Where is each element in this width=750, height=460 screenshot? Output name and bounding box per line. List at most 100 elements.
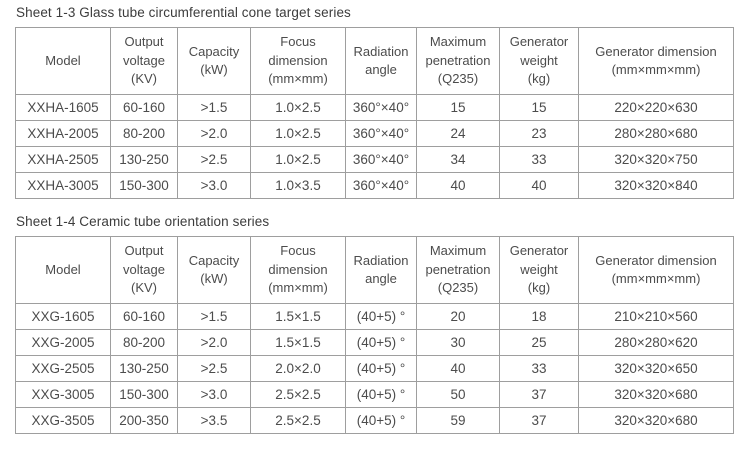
- sheet-1-4-title: Sheet 1-4 Ceramic tube orientation serie…: [16, 214, 270, 229]
- table-row: XXHA-3005 150-300 >3.0 1.0×3.5 360°×40° 40 40 3…: [15, 172, 734, 199]
- column-header: Model: [15, 236, 111, 304]
- column-header: Focus dimension (mm×mm): [250, 236, 346, 304]
- table-cell: >2.5: [177, 146, 251, 173]
- table-cell: 30: [416, 329, 500, 356]
- column-header: Radiation angle: [345, 27, 417, 95]
- table-cell: 130-250: [110, 355, 178, 382]
- table-row: XXHA-2505 130-250 >2.5 1.0×2.5 360°×40° 34 33 3…: [15, 146, 734, 173]
- ceramic-tube-spec-table: Model Output voltage (KV) Capacity (kW) Foc…: [15, 236, 734, 434]
- table-cell: 50: [416, 381, 500, 408]
- glass-tube-section: Sheet 1-3 Glass tube circumferential con…: [15, 5, 735, 199]
- table-cell: 200-350: [110, 407, 178, 434]
- glass-tube-spec-table: Model Output voltage (KV) Capacity (kW) Foc…: [15, 27, 734, 199]
- table-row: XXG-2505 130-250 >2.5 2.0×2.0 (40+5) ° 40 33 32…: [15, 355, 734, 382]
- table-cell: 2.5×2.5: [250, 407, 346, 434]
- table-cell: 150-300: [110, 172, 178, 199]
- table-cell: 1.0×2.5: [250, 94, 346, 121]
- table-cell: 2.0×2.0: [250, 355, 346, 382]
- table-cell: 23: [499, 120, 579, 147]
- table-cell: 33: [499, 146, 579, 173]
- table-cell: XXG-3005: [15, 381, 111, 408]
- table-cell: >1.5: [177, 94, 251, 121]
- table-cell: 280×280×620: [578, 329, 734, 356]
- table-cell: >3.0: [177, 381, 251, 408]
- table-cell: 320×320×650: [578, 355, 734, 382]
- column-header: Model: [15, 27, 111, 95]
- table-cell: 80-200: [110, 120, 178, 147]
- column-header: Capacity (kW): [177, 236, 251, 304]
- column-header: Maximum penetration (Q235): [416, 236, 500, 304]
- table-cell: XXHA-1605: [15, 94, 111, 121]
- table-cell: XXG-2505: [15, 355, 111, 382]
- table-cell: 360°×40°: [345, 146, 417, 173]
- table-row: XXG-1605 60-160 >1.5 1.5×1.5 (40+5) ° 20 18 210…: [15, 303, 734, 330]
- table-cell: 20: [416, 303, 500, 330]
- header-row: Model Output voltage (KV) Capacity (kW) Foc…: [15, 27, 734, 95]
- table-cell: 37: [499, 407, 579, 434]
- table-cell: XXHA-2505: [15, 146, 111, 173]
- table-row: XXG-2005 80-200 >2.0 1.5×1.5 (40+5) ° 30 25 280…: [15, 329, 734, 356]
- table-cell: (40+5) °: [345, 381, 417, 408]
- table-cell: XXG-1605: [15, 303, 111, 330]
- table-cell: (40+5) °: [345, 355, 417, 382]
- column-header: Capacity (kW): [177, 27, 251, 95]
- table-cell: >2.5: [177, 355, 251, 382]
- table-cell: XXHA-3005: [15, 172, 111, 199]
- table-cell: XXG-3505: [15, 407, 111, 434]
- table-cell: 60-160: [110, 303, 178, 330]
- table-cell: 60-160: [110, 94, 178, 121]
- table-cell: 18: [499, 303, 579, 330]
- table-cell: XXG-2005: [15, 329, 111, 356]
- table-cell: 1.5×1.5: [250, 303, 346, 330]
- column-header: Generator weight (kg): [499, 236, 579, 304]
- table-cell: 15: [416, 94, 500, 121]
- table-cell: >3.5: [177, 407, 251, 434]
- sheet-1-3-title: Sheet 1-3 Glass tube circumferential con…: [16, 5, 351, 20]
- table-cell: 360°×40°: [345, 120, 417, 147]
- header-row: Model Output voltage (KV) Capacity (kW) Foc…: [15, 236, 734, 304]
- table-cell: XXHA-2005: [15, 120, 111, 147]
- column-header: Generator weight (kg): [499, 27, 579, 95]
- table-cell: 220×220×630: [578, 94, 734, 121]
- ceramic-tube-section: Sheet 1-4 Ceramic tube orientation serie…: [15, 214, 735, 434]
- table-cell: (40+5) °: [345, 303, 417, 330]
- table-cell: 320×320×680: [578, 407, 734, 434]
- table-cell: (40+5) °: [345, 329, 417, 356]
- table-cell: 360°×40°: [345, 172, 417, 199]
- column-header: Generator dimension (mm×mm×mm): [578, 236, 734, 304]
- table-cell: 320×320×750: [578, 146, 734, 173]
- table-cell: 15: [499, 94, 579, 121]
- table-row: XXHA-1605 60-160 >1.5 1.0×2.5 360°×40° 15 15 22…: [15, 94, 734, 121]
- table-cell: (40+5) °: [345, 407, 417, 434]
- table-cell: 34: [416, 146, 500, 173]
- table-cell: 40: [499, 172, 579, 199]
- column-header: Output voltage (KV): [110, 236, 178, 304]
- table-cell: 360°×40°: [345, 94, 417, 121]
- table-cell: 80-200: [110, 329, 178, 356]
- table-cell: 320×320×840: [578, 172, 734, 199]
- table-cell: 280×280×680: [578, 120, 734, 147]
- table-cell: 130-250: [110, 146, 178, 173]
- table-cell: 33: [499, 355, 579, 382]
- table-cell: >1.5: [177, 303, 251, 330]
- page: Sheet 1-3 Glass tube circumferential con…: [15, 5, 735, 434]
- table-cell: >2.0: [177, 329, 251, 356]
- table-cell: 150-300: [110, 381, 178, 408]
- table-cell: 40: [416, 172, 500, 199]
- column-header: Generator dimension (mm×mm×mm): [578, 27, 734, 95]
- table-cell: 2.5×2.5: [250, 381, 346, 408]
- table-cell: 210×210×560: [578, 303, 734, 330]
- table-row: XXG-3005 150-300 >3.0 2.5×2.5 (40+5) ° 50 37 32…: [15, 381, 734, 408]
- table-cell: 1.0×2.5: [250, 146, 346, 173]
- column-header: Radiation angle: [345, 236, 417, 304]
- table-cell: 40: [416, 355, 500, 382]
- table-row: XXG-3505 200-350 >3.5 2.5×2.5 (40+5) ° 59 37 32…: [15, 407, 734, 434]
- table-cell: 37: [499, 381, 579, 408]
- table-cell: 1.0×2.5: [250, 120, 346, 147]
- table-cell: 24: [416, 120, 500, 147]
- table-cell: >2.0: [177, 120, 251, 147]
- table-cell: 59: [416, 407, 500, 434]
- table-cell: 1.0×3.5: [250, 172, 346, 199]
- column-header: Focus dimension (mm×mm): [250, 27, 346, 95]
- column-header: Maximum penetration (Q235): [416, 27, 500, 95]
